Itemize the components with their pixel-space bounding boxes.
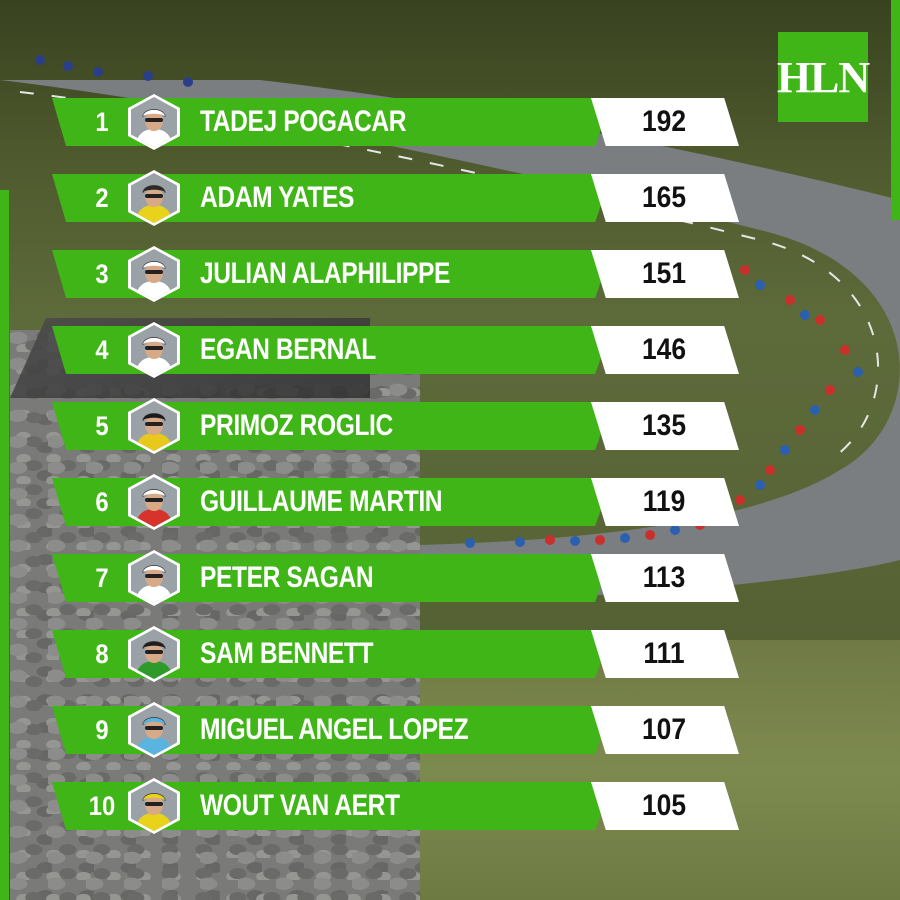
ranking-row: 8 SAM BENNETT 111 xyxy=(0,626,900,682)
rider-portrait-icon xyxy=(131,553,177,603)
rider-points: 113 xyxy=(642,561,686,594)
rider-points: 151 xyxy=(641,257,687,290)
rider-avatar xyxy=(128,246,180,302)
rider-portrait-icon xyxy=(131,173,177,223)
rider-name: JULIAN ALAPHILIPPE xyxy=(200,257,451,290)
points-box xyxy=(591,326,739,374)
rank-number: 8 xyxy=(95,638,109,669)
rank-number: 6 xyxy=(95,486,109,517)
rider-portrait-icon xyxy=(131,249,177,299)
rider-portrait-icon xyxy=(131,325,177,375)
rider-portrait-icon xyxy=(131,705,177,755)
grass-field xyxy=(420,640,900,900)
rider-name: GUILLAUME MARTIN xyxy=(200,485,443,518)
ranking-row: 6 GUILLAUME MARTIN 119 xyxy=(0,474,900,530)
rider-points: 192 xyxy=(641,105,687,138)
rank-number: 2 xyxy=(95,182,109,213)
ranking-row: 7 PETER SAGAN 113 xyxy=(0,550,900,606)
rider-avatar xyxy=(128,398,180,454)
rank-number: 4 xyxy=(95,334,109,365)
points-box xyxy=(591,478,739,526)
points-box xyxy=(591,402,739,450)
rider-points: 111 xyxy=(643,637,685,670)
rider-points: 119 xyxy=(642,485,686,518)
points-box xyxy=(591,174,739,222)
ranking-row: 5 PRIMOZ ROGLIC 135 xyxy=(0,398,900,454)
points-box xyxy=(591,554,739,602)
rider-portrait-icon xyxy=(131,477,177,527)
rider-name: ADAM YATES xyxy=(200,181,355,214)
rider-points: 146 xyxy=(641,333,687,366)
rank-number: 9 xyxy=(95,714,109,745)
ranking-row: 9 MIGUEL ANGEL LOPEZ 107 xyxy=(0,702,900,758)
ranking-row: 4 EGAN BERNAL 146 xyxy=(0,322,900,378)
rider-points: 105 xyxy=(641,789,687,822)
rider-portrait-icon xyxy=(131,781,177,831)
ranking-row: 2 ADAM YATES 165 xyxy=(0,170,900,226)
ranking-row: 10 WOUT VAN AERT 105 xyxy=(0,778,900,834)
rank-number: 1 xyxy=(95,106,109,137)
rider-name: PRIMOZ ROGLIC xyxy=(200,409,393,442)
rank-number: 10 xyxy=(88,790,116,821)
rider-portrait-icon xyxy=(131,97,177,147)
right-accent-strip xyxy=(891,0,900,220)
rider-portrait-icon xyxy=(131,629,177,679)
rider-name: MIGUEL ANGEL LOPEZ xyxy=(200,713,469,746)
points-box xyxy=(591,250,739,298)
points-box xyxy=(591,706,739,754)
rider-avatar xyxy=(128,322,180,378)
points-box xyxy=(591,98,739,146)
left-accent-strip xyxy=(0,190,9,900)
ranking-row: 1 TADEJ POGACAR 192 xyxy=(0,94,900,150)
rider-name: PETER SAGAN xyxy=(200,561,374,594)
rider-avatar xyxy=(128,626,180,682)
rank-number: 7 xyxy=(95,562,109,593)
rider-name: WOUT VAN AERT xyxy=(200,789,400,822)
rider-name: SAM BENNETT xyxy=(200,637,374,670)
rider-name: EGAN BERNAL xyxy=(200,333,376,366)
rank-number: 5 xyxy=(95,410,109,441)
hln-logo: HLN xyxy=(777,32,870,122)
points-box xyxy=(591,782,739,830)
rank-number: 3 xyxy=(95,258,109,289)
points-box xyxy=(591,630,739,678)
rider-points: 135 xyxy=(641,409,687,442)
ranking-row: 3 JULIAN ALAPHILIPPE 151 xyxy=(0,246,900,302)
rider-portrait-icon xyxy=(131,401,177,451)
rider-name: TADEJ POGACAR xyxy=(200,105,407,138)
rider-points: 165 xyxy=(641,181,687,214)
rider-points: 107 xyxy=(641,713,687,746)
